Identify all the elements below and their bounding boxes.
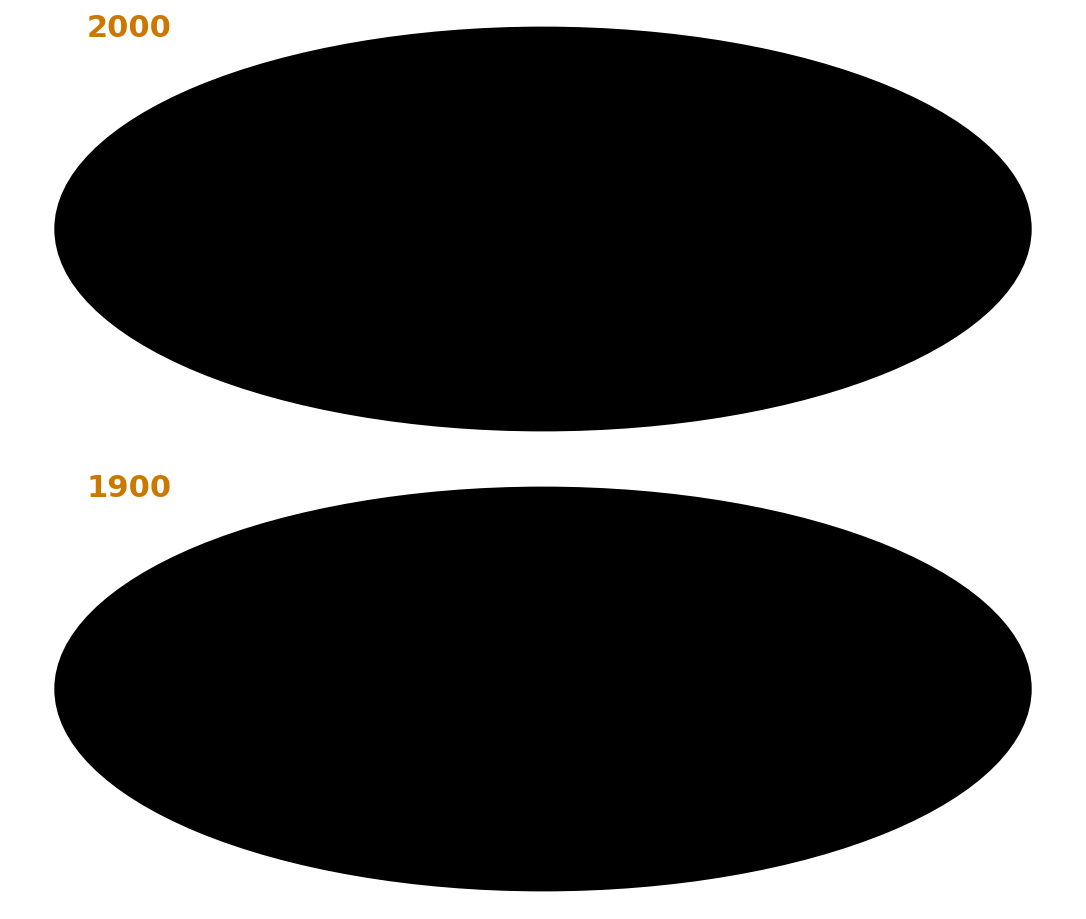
Text: 1900: 1900 — [87, 473, 172, 503]
Text: 2000: 2000 — [87, 14, 172, 43]
Ellipse shape — [54, 487, 1032, 891]
Ellipse shape — [54, 28, 1032, 432]
